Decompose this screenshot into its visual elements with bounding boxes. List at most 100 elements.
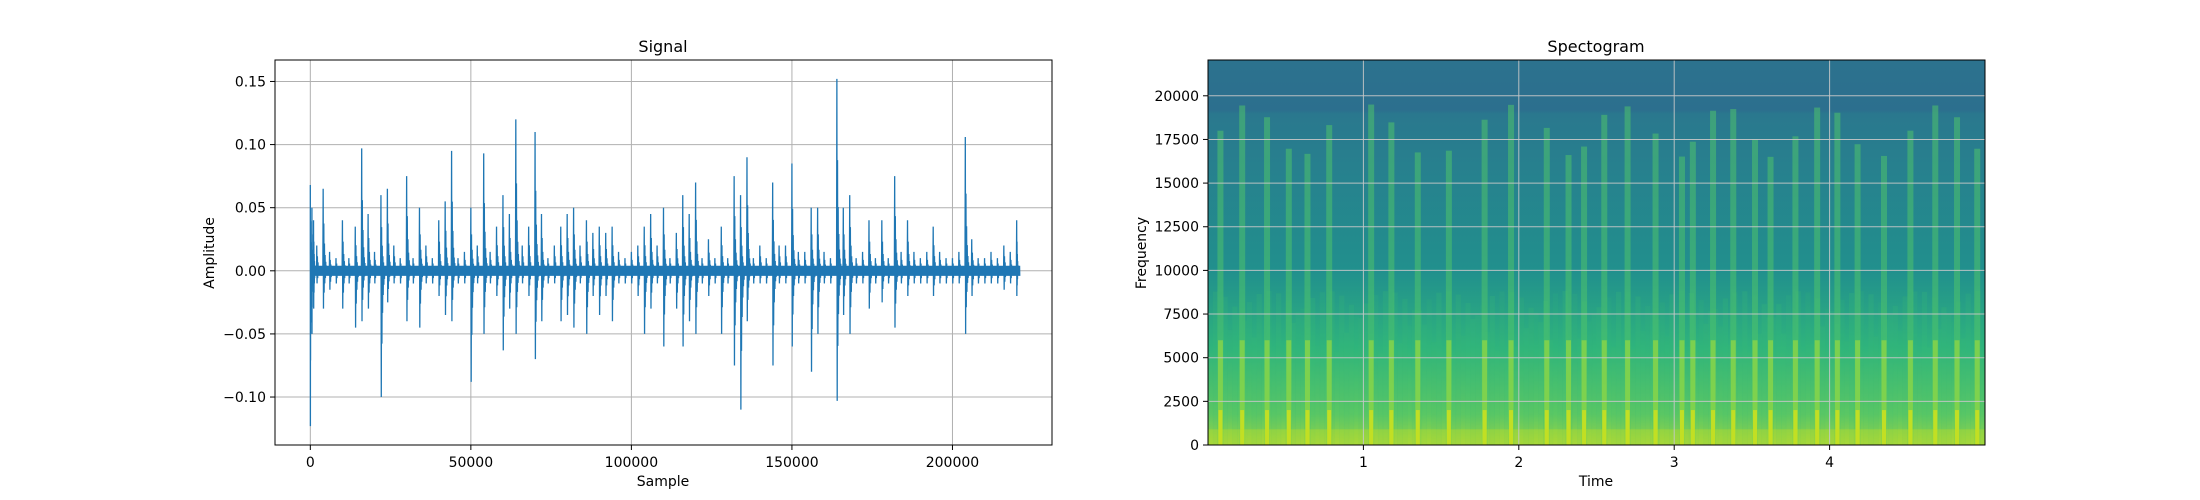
- spectrogram-x-axis: 1 2 3 4: [1359, 445, 1834, 471]
- spectrogram-energy-core: [1710, 340, 1716, 445]
- spectrogram-energy-streak: [1974, 148, 1981, 445]
- signal-y-tick-label: 0.15: [235, 74, 266, 90]
- spectrogram-texture: [1222, 296, 1228, 445]
- spectrogram-energy-streak: [1932, 105, 1939, 445]
- signal-x-tick-label: 150000: [765, 455, 818, 471]
- spectrogram-energy-streak: [1414, 152, 1421, 445]
- signal-series-line: [309, 78, 1021, 427]
- spectrogram-energy-streak: [1601, 114, 1608, 445]
- spectrogram-texture: [1504, 365, 1510, 445]
- spectrogram-energy-core: [1954, 340, 1960, 445]
- spectrogram-y-tick-label: 7500: [1163, 307, 1199, 323]
- spectrogram-texture: [1232, 306, 1238, 445]
- spectrogram-energy-core: [1368, 340, 1374, 445]
- signal-y-tick-label: 0.05: [235, 201, 266, 217]
- signal-series: [309, 78, 1021, 427]
- spectrogram-texture: [1363, 303, 1369, 445]
- spectrogram-texture: [1839, 299, 1845, 445]
- spectrogram-texture: [1878, 302, 1884, 445]
- spectrogram-texture: [1533, 312, 1539, 445]
- spectrogram-energy-low: [1653, 410, 1658, 445]
- spectrogram-energy-low: [1690, 410, 1695, 445]
- spectrogram-texture: [1523, 328, 1529, 445]
- spectrogram-energy-low: [1815, 410, 1820, 445]
- spectrogram-energy-core: [1601, 340, 1607, 445]
- spectrogram-texture: [1645, 305, 1651, 445]
- spectrogram-x-tick-label: 2: [1514, 455, 1523, 471]
- spectrogram-texture: [1436, 292, 1442, 445]
- spectrogram-energy-core: [1814, 340, 1820, 445]
- spectrogram-texture: [1921, 291, 1928, 445]
- spectrogram-x-tick-label: 3: [1670, 455, 1679, 471]
- spectrogram-texture: [1936, 329, 1942, 445]
- spectrogram-texture: [1747, 352, 1753, 445]
- signal-x-tick-label: 200000: [926, 455, 979, 471]
- spectrogram-y-tick-label: 15000: [1154, 176, 1199, 192]
- spectrogram-texture: [1261, 356, 1267, 445]
- spectrogram-texture: [1611, 347, 1617, 445]
- spectrogram-texture: [1314, 345, 1321, 445]
- spectrogram-energy-core: [1326, 340, 1332, 445]
- spectrogram-texture: [1868, 294, 1874, 445]
- spectrogram-texture: [1460, 335, 1466, 445]
- spectrogram-texture: [1295, 311, 1301, 445]
- spectrogram-texture: [1951, 321, 1957, 445]
- spectrogram-texture: [1727, 344, 1733, 445]
- spectrogram-energy-low: [1908, 410, 1913, 445]
- spectrogram-energy-core: [1264, 340, 1270, 445]
- spectrogram-energy-core: [1581, 340, 1587, 445]
- spectrogram-energy-core: [1792, 340, 1798, 445]
- spectrogram-energy-streak: [1678, 156, 1685, 445]
- spectrogram-texture: [1849, 292, 1855, 445]
- spectrogram-energy-core: [1752, 340, 1758, 445]
- spectrogram-y-tick-label: 0: [1190, 438, 1199, 454]
- spectrogram-energy-streak: [1710, 110, 1717, 445]
- spectrogram-texture: [1290, 322, 1296, 445]
- spectrogram-energy-core: [1881, 340, 1887, 445]
- spectrogram-texture: [1227, 329, 1233, 445]
- spectrogram-energy-streak: [1445, 150, 1452, 445]
- spectrogram-texture: [1800, 363, 1806, 445]
- spectrogram-energy-low: [1446, 410, 1451, 445]
- spectrogram-texture: [1917, 366, 1923, 445]
- signal-title: Signal: [638, 37, 687, 56]
- spectrogram-texture: [1897, 330, 1903, 445]
- signal-y-tick-label: −0.10: [223, 390, 266, 406]
- signal-x-axis: 0 50000 100000 150000 200000: [306, 445, 979, 471]
- signal-y-label: Amplitude: [202, 217, 218, 289]
- signal-y-tick-label: 0.10: [235, 138, 266, 154]
- spectrogram-energy-core: [1855, 340, 1861, 445]
- signal-x-tick-label: 100000: [605, 455, 658, 471]
- spectrogram-texture: [1309, 297, 1316, 445]
- spectrogram-y-tick-label: 12500: [1154, 220, 1199, 236]
- spectrogram-texture: [1513, 346, 1520, 445]
- spectrogram-energy-low: [1544, 410, 1549, 445]
- spectrogram-energy-low: [1482, 410, 1487, 445]
- spectrogram-energy-low: [1240, 410, 1245, 445]
- spectrogram-texture: [1805, 292, 1811, 445]
- spectrogram-texture: [1912, 291, 1918, 445]
- spectrogram-texture: [1892, 305, 1898, 445]
- spectrogram-texture: [1552, 293, 1559, 445]
- spectrogram-texture: [1353, 316, 1359, 445]
- spectrogram-texture: [1426, 299, 1432, 445]
- spectrogram-energy-low: [1327, 410, 1332, 445]
- spectrogram-texture: [1674, 355, 1680, 445]
- spectrogram-axes-frame: [1207, 59, 1986, 446]
- spectrogram-y-tick-label: 17500: [1154, 132, 1199, 148]
- spectrogram-texture: [1620, 366, 1627, 445]
- spectrogram-energy-streak: [1565, 155, 1572, 445]
- spectrogram-y-tick-label: 10000: [1154, 263, 1199, 279]
- spectrogram-energy-streak: [1368, 104, 1375, 445]
- spectrogram-energy-low: [1768, 410, 1773, 445]
- spectrogram-texture: [1319, 292, 1325, 445]
- spectrogram-texture: [1402, 298, 1408, 445]
- spectrogram-texture: [1489, 295, 1495, 445]
- spectrogram-energy-core: [1974, 340, 1980, 445]
- spectrogram-energy-streak: [1217, 130, 1224, 445]
- spectrogram-texture: [1212, 291, 1219, 445]
- spectrogram-texture: [1941, 307, 1947, 445]
- spectrogram-energy-low: [1955, 410, 1960, 445]
- spectrogram-texture: [1776, 304, 1782, 445]
